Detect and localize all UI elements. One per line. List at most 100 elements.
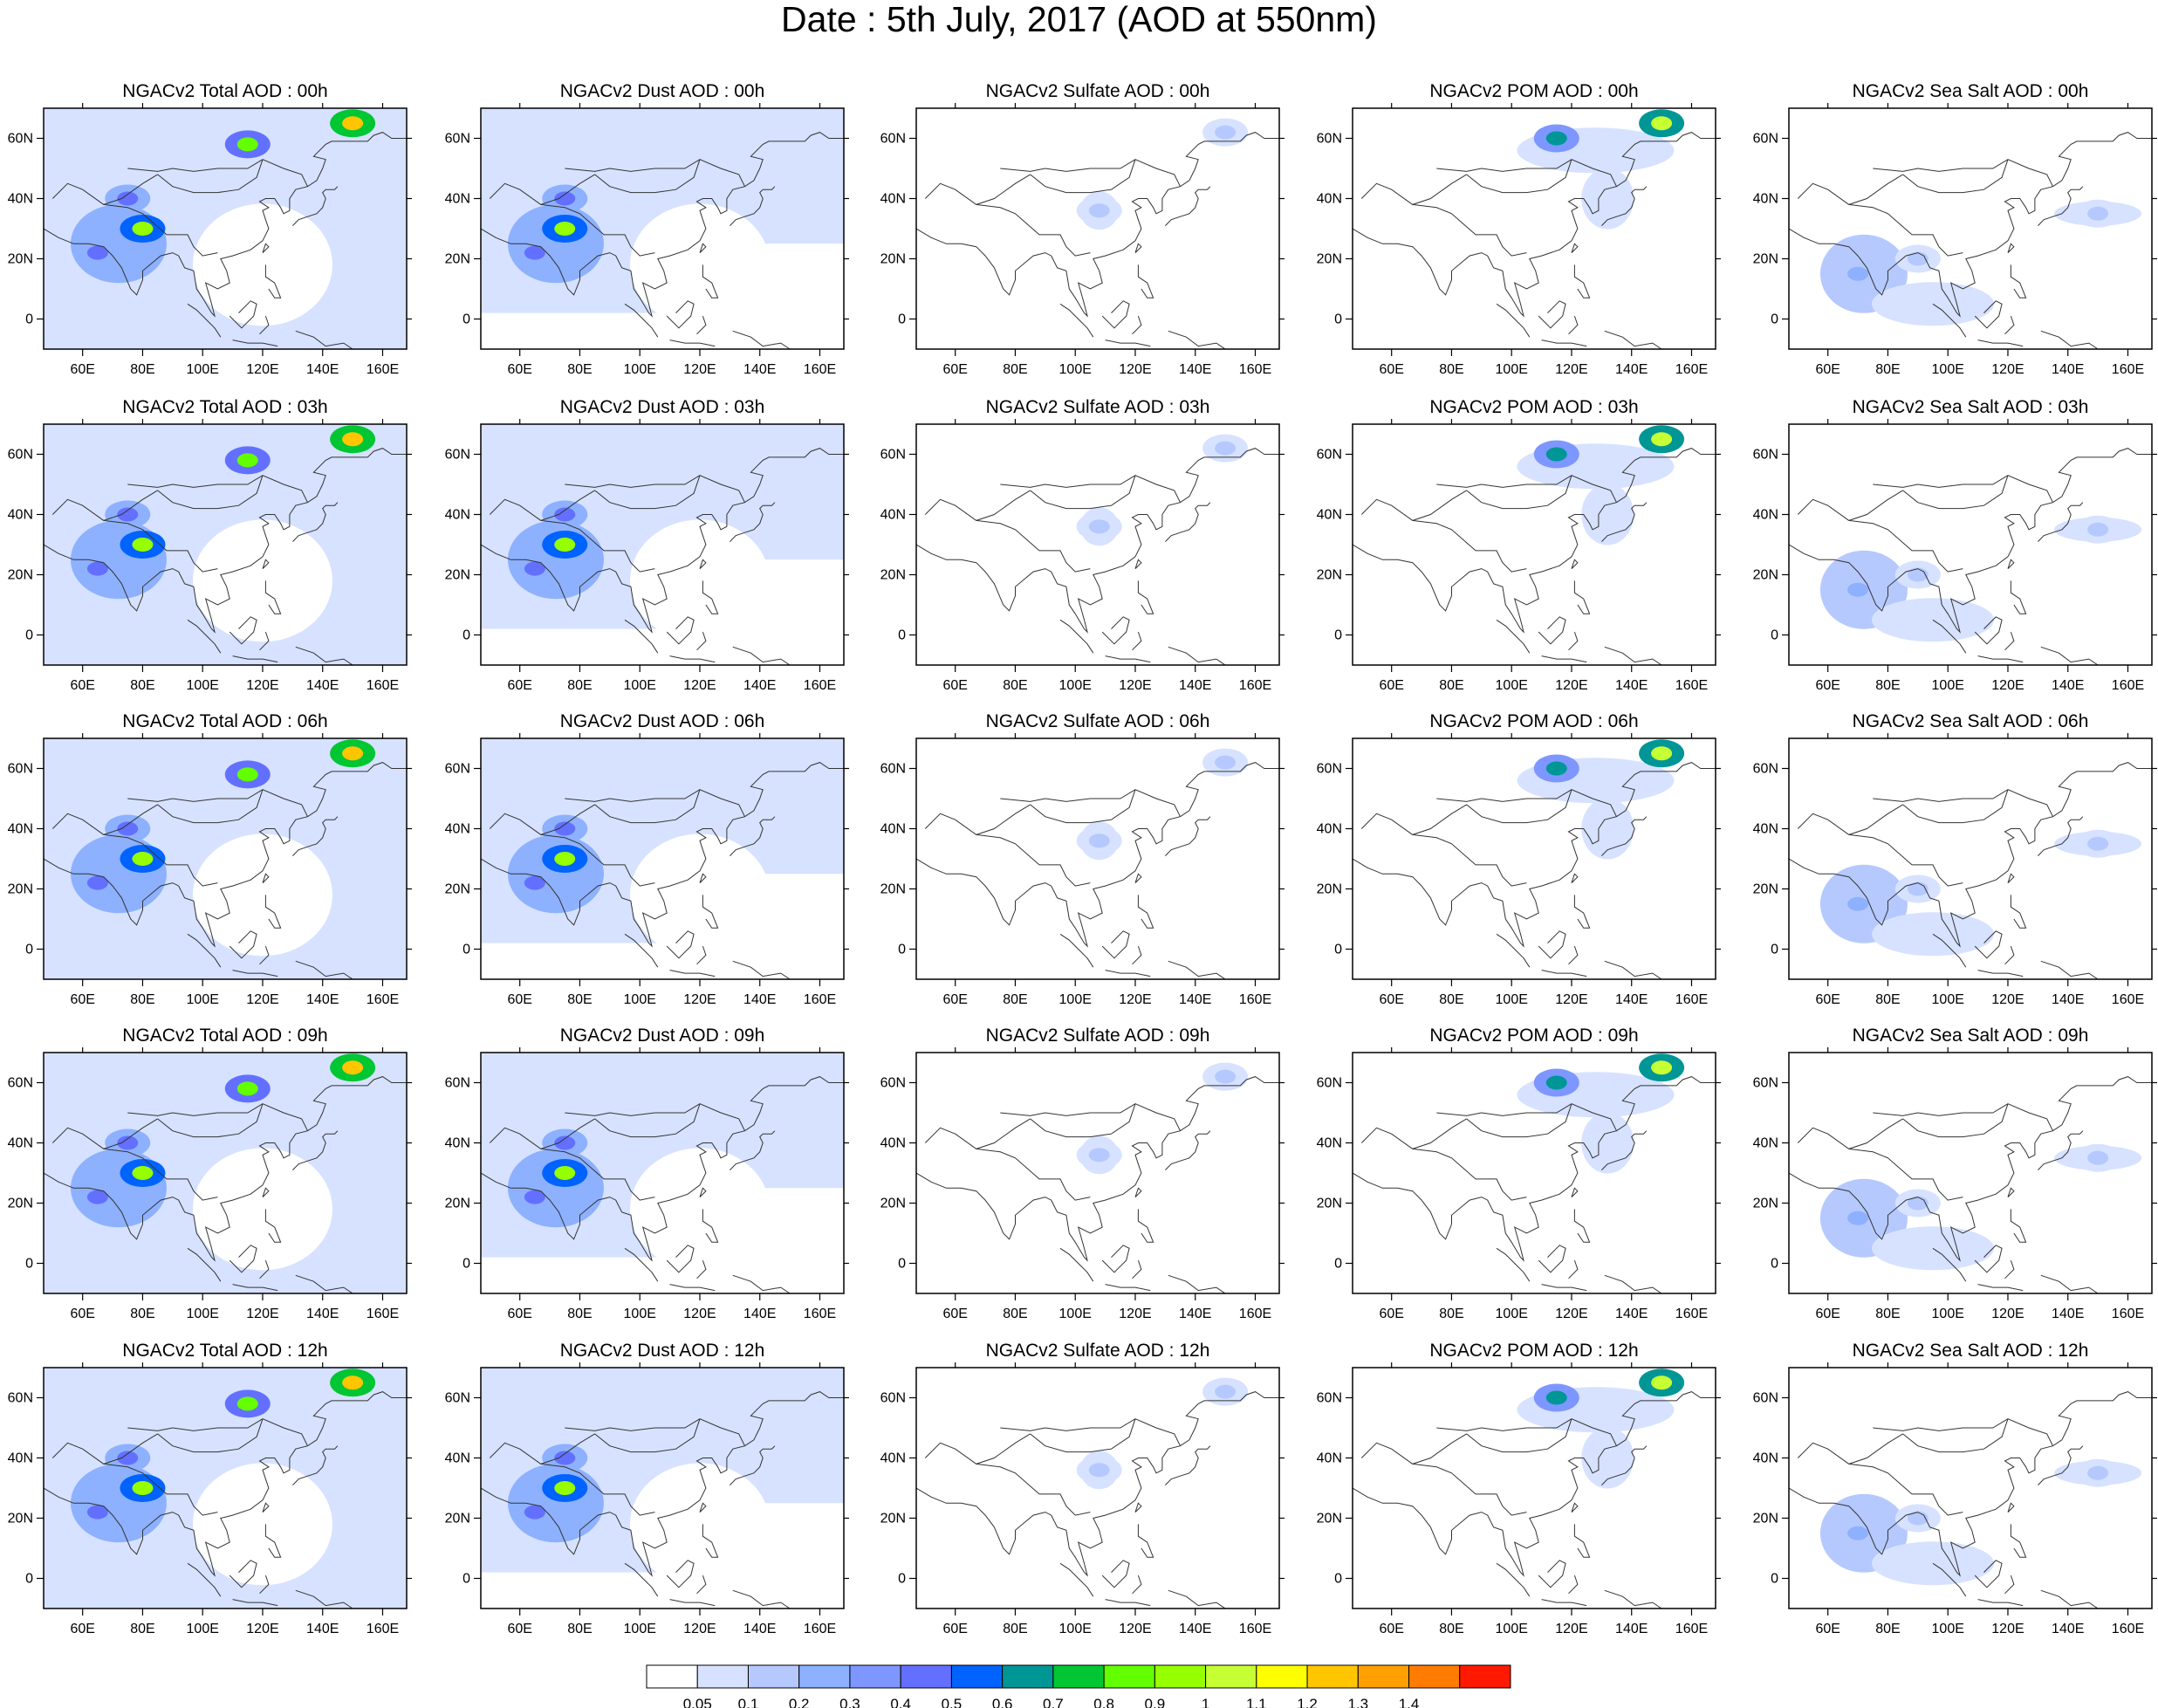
coastline [187,933,222,968]
x-tick-label: 60E [1379,678,1403,693]
coastline [1538,616,1566,645]
coastline [624,303,659,338]
x-tick-label: 140E [2052,678,2084,693]
colorbar-swatch [1357,1664,1410,1689]
coastline [669,655,716,663]
map-frame [1352,1367,1716,1609]
y-tick-label: 60N [1317,1076,1342,1091]
coastline [295,1274,353,1293]
coastline [732,330,791,349]
aod-hotspot [1215,1384,1237,1399]
coastline [103,519,218,573]
map-panel: NGACv2 Sulfate AOD : 03h 60E 80E 100E 120E 14… [880,397,1285,693]
aod-hotspot [342,432,364,447]
x-tick-label: 140E [306,678,339,693]
coastline [666,616,695,645]
x-tick-label: 160E [804,362,836,377]
x-tick-label: 100E [187,1622,219,1636]
coastline [1000,1103,1181,1131]
y-tick-label: 60N [445,448,470,463]
coastline [1873,1103,2053,1131]
y-tick-label: 20N [1317,1197,1342,1211]
y-tick-label: 40N [1753,508,1778,523]
coastline [1436,789,1617,817]
map-panel: NGACv2 Dust AOD : 00h 60E 80E 100E 120E 140E 1… [445,81,849,377]
x-tick-label: 140E [743,1307,776,1321]
coastline [624,1247,659,1282]
y-tick-label: 0 [1771,1257,1778,1272]
aod-hotspot [554,507,576,522]
map-frame [480,423,845,666]
x-tick-label: 160E [804,992,836,1007]
x-tick-label: 100E [624,362,656,377]
coastline [1105,655,1151,663]
map-frame [43,737,408,980]
y-tick-label: 60N [1753,1391,1778,1406]
coastline [540,1463,655,1516]
y-tick-label: 0 [1334,1257,1342,1272]
colorbar-label: 1.2 [1297,1696,1318,1708]
coastline [259,315,270,335]
aod-field-base [1872,1226,1995,1271]
coastline [1797,490,1903,521]
coastline [699,1502,707,1513]
coastline [1789,448,2152,634]
x-tick-label: 80E [1439,678,1463,693]
y-tick-label: 0 [898,1257,906,1272]
colorbar-label: 1.4 [1399,1696,1420,1708]
coastline [295,330,353,349]
coastline [1059,1247,1094,1282]
coastline [1030,1418,1136,1453]
aod-hotspot [132,1481,154,1495]
coastline [540,1148,655,1201]
coastline [1466,475,1572,510]
coastline [1105,970,1151,977]
x-tick-label: 100E [1059,1622,1092,1636]
map-panel: NGACv2 POM AOD : 06h 60E 80E 100E 120E 140E 16… [1317,711,1721,1007]
map-frame [1788,423,2153,666]
coastline [565,159,745,187]
x-tick-label: 160E [367,1307,399,1321]
y-tick-label: 0 [462,1257,470,1272]
y-tick-label: 40N [445,1451,470,1466]
x-tick-label: 140E [2052,992,2084,1007]
coastline [1134,1187,1142,1197]
colorbar-label: 1 [1202,1696,1209,1708]
x-tick-label: 120E [1555,362,1587,377]
coastline [916,1076,1279,1262]
coastline [1030,159,1136,194]
y-tick-label: 20N [880,252,906,267]
coastline [1466,1103,1572,1138]
coastline [702,1209,719,1243]
y-tick-label: 0 [1771,1572,1778,1587]
coastline [44,1391,407,1577]
aod-hotspot [2087,836,2109,851]
coastline [624,933,659,968]
coastline [1059,619,1094,654]
coastline [666,930,695,959]
x-tick-label: 140E [306,992,339,1007]
coastline [1541,1284,1587,1292]
coastline [157,475,264,510]
coastline [924,1433,1031,1464]
x-tick-label: 160E [1675,678,1708,693]
coastline [1168,960,1226,979]
aod-hotspot [236,1081,258,1096]
map-panel: NGACv2 POM AOD : 00h 60E 80E 100E 120E 140E 16… [1317,81,1721,377]
panel-title: NGACv2 Sea Salt AOD : 09h [1853,1025,2089,1046]
map-panel: NGACv2 Sulfate AOD : 06h 60E 80E 100E 120E 14… [880,711,1285,1007]
coastline [2007,1187,2015,1197]
colorbar-swatch [646,1664,698,1689]
coastline [916,448,1279,634]
y-tick-label: 60N [8,132,33,147]
coastline [1604,330,1662,349]
coastline [1604,646,1662,665]
coastline [1101,300,1130,329]
coastline [481,448,844,634]
x-tick-label: 160E [1239,992,1271,1007]
coastline [295,1589,353,1609]
x-tick-label: 160E [804,1307,836,1321]
x-tick-label: 120E [1119,992,1151,1007]
map-frame [1788,1367,2153,1609]
aod-hotspot [1088,833,1110,848]
